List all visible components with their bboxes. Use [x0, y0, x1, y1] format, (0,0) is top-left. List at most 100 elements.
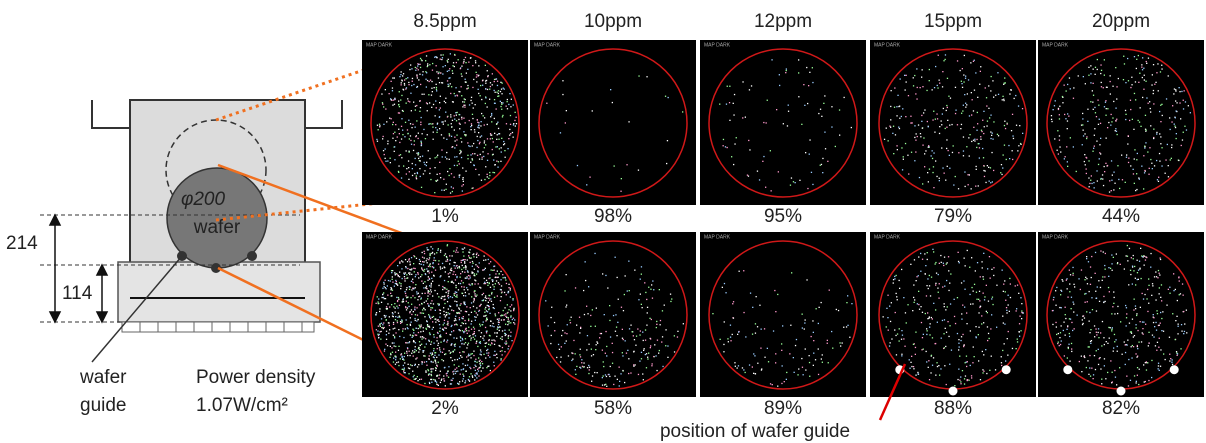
speck	[575, 374, 576, 375]
speck	[983, 157, 984, 158]
speck	[923, 112, 924, 113]
speck	[474, 269, 475, 270]
speck	[406, 278, 407, 279]
speck	[456, 139, 457, 140]
speck	[957, 379, 958, 380]
speck	[447, 296, 448, 297]
speck	[776, 109, 777, 110]
speck	[732, 303, 733, 304]
speck	[937, 288, 938, 289]
speck	[440, 107, 441, 108]
speck	[949, 125, 950, 126]
speck	[608, 374, 609, 375]
speck	[383, 124, 384, 125]
speck	[902, 335, 903, 336]
speck	[651, 284, 652, 285]
percentage: 98%	[594, 206, 632, 227]
speck	[968, 184, 969, 185]
speck	[381, 331, 382, 332]
speck	[1153, 317, 1154, 318]
speck	[662, 366, 663, 367]
speck	[473, 327, 474, 328]
speck	[983, 322, 984, 323]
speck	[1111, 313, 1112, 314]
speck	[428, 290, 429, 291]
speck	[1107, 127, 1108, 128]
speck	[1159, 153, 1160, 154]
speck	[774, 290, 775, 291]
speck	[1152, 335, 1153, 336]
speck	[471, 257, 472, 258]
speck	[385, 161, 386, 162]
speck	[398, 297, 399, 298]
speck	[983, 111, 984, 112]
speck	[481, 159, 482, 160]
speck	[829, 290, 830, 291]
speck	[1150, 108, 1151, 109]
speck	[421, 303, 422, 304]
speck	[427, 280, 428, 281]
speck	[939, 133, 940, 134]
speck	[444, 280, 445, 281]
apparatus: φ200 wafer 214 114 wafer guide Power den…	[6, 100, 342, 416]
speck	[562, 330, 563, 331]
speck	[442, 66, 443, 67]
speck	[1161, 104, 1162, 105]
speck	[759, 179, 760, 180]
speck	[1186, 332, 1187, 333]
speck	[645, 329, 646, 330]
speck	[1180, 118, 1181, 119]
speck	[408, 364, 409, 365]
speck	[720, 339, 721, 340]
speck	[1110, 360, 1111, 361]
speck	[455, 320, 456, 321]
speck	[451, 126, 452, 127]
speck	[1103, 185, 1104, 186]
speck	[434, 192, 435, 193]
speck	[906, 81, 907, 82]
column-header: 12ppm	[754, 11, 812, 32]
speck	[385, 287, 386, 288]
speck	[483, 321, 484, 322]
speck	[435, 100, 436, 101]
speck	[980, 71, 981, 72]
speck	[1120, 264, 1121, 265]
speck	[931, 355, 932, 356]
speck	[1123, 79, 1124, 80]
speck	[1008, 304, 1009, 305]
speck	[496, 332, 497, 333]
speck	[761, 368, 762, 369]
speck	[993, 97, 994, 98]
speck	[832, 348, 833, 349]
speck	[423, 173, 424, 174]
speck	[1175, 127, 1176, 128]
speck	[407, 307, 408, 308]
speck	[1115, 108, 1116, 109]
speck	[1017, 339, 1018, 340]
speck	[1066, 329, 1067, 330]
speck	[448, 293, 449, 294]
speck	[445, 253, 446, 254]
speck	[990, 90, 991, 91]
speck	[460, 277, 461, 278]
speck	[1095, 328, 1096, 329]
speck	[510, 336, 511, 337]
speck	[1118, 179, 1119, 180]
speck	[813, 365, 814, 366]
speck	[495, 164, 496, 165]
speck	[454, 156, 455, 157]
speck	[382, 104, 383, 105]
speck	[395, 319, 396, 320]
speck	[1159, 287, 1160, 288]
speck	[1008, 295, 1009, 296]
speck	[470, 162, 471, 163]
speck	[392, 138, 393, 139]
speck	[967, 174, 968, 175]
speck	[927, 312, 928, 313]
speck	[1113, 101, 1114, 102]
speck	[1133, 270, 1134, 271]
speck	[1181, 145, 1182, 146]
speck	[1160, 349, 1161, 350]
speck	[473, 351, 474, 352]
speck	[895, 312, 896, 313]
